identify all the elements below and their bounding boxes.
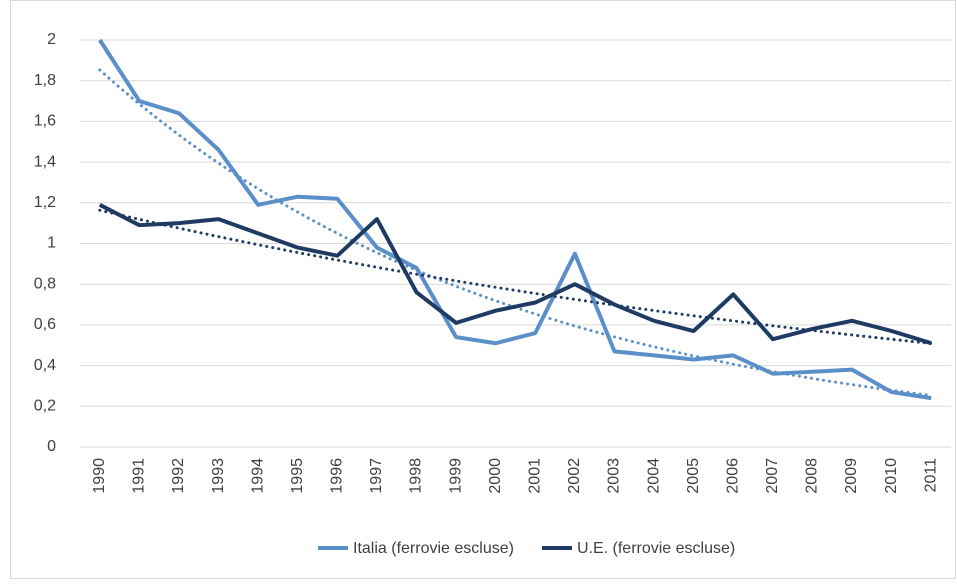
chart-frame — [10, 0, 956, 579]
x-tick-label: 1994 — [249, 458, 266, 494]
x-tick-label: 2000 — [487, 458, 504, 494]
x-tick-label: 2003 — [606, 458, 623, 494]
x-tick-label: 2007 — [764, 458, 781, 494]
y-tick-label: 1,6 — [34, 113, 56, 130]
series-line — [98, 38, 932, 401]
x-tick-label: 1990 — [91, 458, 108, 494]
y-tick-label: 2 — [47, 31, 56, 48]
trendline — [98, 208, 933, 345]
y-tick-label: 0,6 — [34, 316, 56, 333]
y-tick-label: 0,4 — [34, 357, 56, 374]
series-line — [98, 203, 932, 346]
x-tick-label: 1995 — [289, 458, 306, 494]
x-tick-label: 2009 — [843, 458, 860, 494]
x-tick-label: 2010 — [883, 458, 900, 494]
legend-label: U.E. (ferrovie escluse) — [577, 540, 735, 557]
x-tick-label: 2006 — [724, 458, 741, 494]
x-tick-label: 2008 — [804, 458, 821, 494]
x-tick-label: 1996 — [329, 458, 346, 494]
legend-label: Italia (ferrovie escluse) — [353, 540, 514, 557]
y-tick-label: 0 — [47, 438, 56, 455]
x-tick-label: 1999 — [447, 458, 464, 494]
x-tick-label: 2001 — [527, 458, 544, 494]
y-tick-label: 1,8 — [34, 72, 56, 89]
x-tick-label: 2004 — [645, 458, 662, 494]
x-tick-label: 1992 — [170, 458, 187, 494]
x-tick-label: 1998 — [408, 458, 425, 494]
y-tick-label: 1 — [47, 235, 56, 252]
x-tick-label: 2011 — [922, 458, 939, 493]
y-tick-label: 1,2 — [34, 194, 56, 211]
x-tick-label: 1997 — [368, 458, 385, 494]
y-tick-label: 1,4 — [34, 153, 56, 170]
x-tick-label: 1993 — [210, 458, 227, 494]
y-tick-label: 0,8 — [34, 275, 56, 292]
x-tick-label: 1991 — [131, 458, 148, 494]
y-tick-label: 0,2 — [34, 398, 56, 415]
x-tick-label: 2002 — [566, 458, 583, 494]
x-tick-label: 2005 — [685, 458, 702, 494]
